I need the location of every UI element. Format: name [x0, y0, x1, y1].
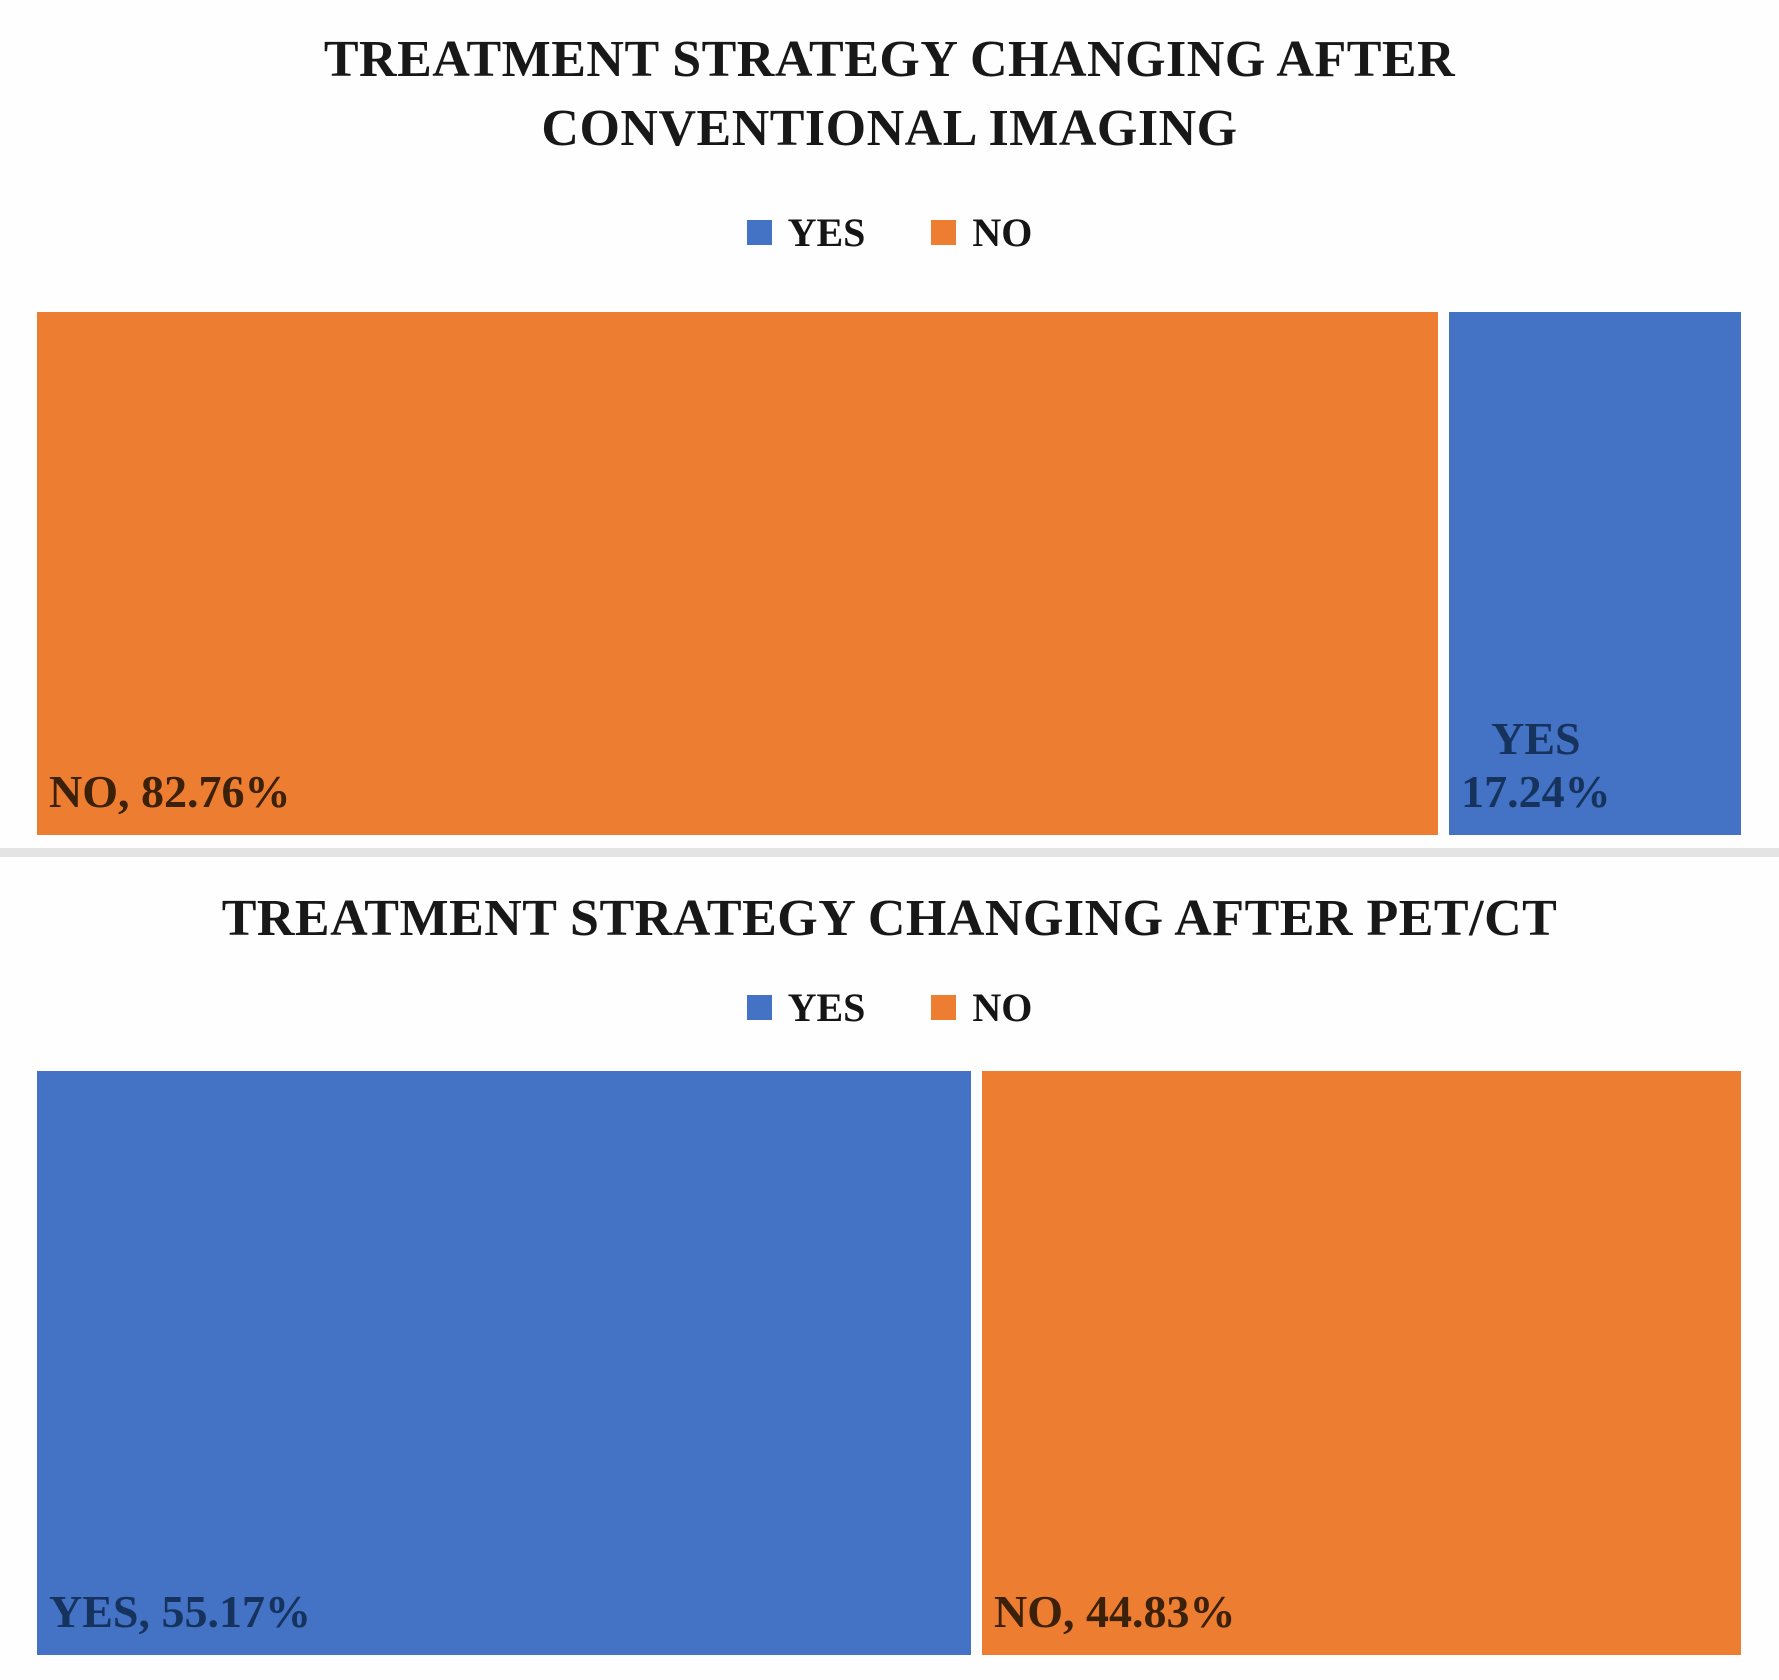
data-label-text: YES, 55.17%: [49, 1585, 311, 1637]
data-label-no: NO, 44.83%: [994, 1586, 1236, 1639]
chart-title: TREATMENT STRATEGY CHANGING AFTER PET/CT: [221, 890, 1558, 948]
yes-swatch-icon: [746, 994, 772, 1020]
legend-item-no: NO: [931, 984, 1032, 1031]
bar-segment-no: NO, 82.76%: [37, 312, 1439, 836]
bar-segment-yes: YES 17.24%: [1449, 312, 1741, 836]
legend: YES NO: [0, 209, 1779, 256]
legend-item-yes: YES: [746, 209, 866, 256]
legend: YES NO: [0, 984, 1779, 1031]
data-label-text: 17.24%: [1461, 766, 1611, 818]
legend-label-yes: YES: [787, 210, 866, 256]
no-swatch-icon: [931, 220, 957, 246]
data-label-text: NO, 82.76%: [49, 766, 291, 818]
legend-item-no: NO: [931, 209, 1032, 256]
data-label-no: NO, 82.76%: [49, 766, 291, 819]
yes-swatch-icon: [746, 220, 772, 246]
data-label-yes: YES 17.24%: [1461, 713, 1611, 819]
bar-segment-yes: YES, 55.17%: [37, 1070, 972, 1655]
legend-label-no: NO: [972, 210, 1033, 256]
chart-divider: [0, 848, 1779, 858]
stacked-bar: NO, 82.76% YES 17.24%: [37, 312, 1741, 836]
chart-petct: TREATMENT STRATEGY CHANGING AFTER PET/CT…: [0, 885, 1779, 1655]
no-swatch-icon: [931, 994, 957, 1020]
legend-item-yes: YES: [746, 984, 866, 1031]
data-label-text: YES: [1491, 713, 1581, 765]
stacked-bar: YES, 55.17% NO, 44.83%: [37, 1070, 1741, 1655]
chart-title: TREATMENT STRATEGY CHANGING AFTER CONVEN…: [323, 31, 1456, 157]
chart-conventional-imaging: TREATMENT STRATEGY CHANGING AFTER CONVEN…: [0, 0, 1779, 836]
data-label-yes: YES, 55.17%: [49, 1586, 311, 1639]
data-label-text: NO, 44.83%: [994, 1585, 1236, 1637]
bar-segment-no: NO, 44.83%: [982, 1070, 1741, 1655]
legend-label-no: NO: [972, 984, 1033, 1030]
legend-label-yes: YES: [787, 984, 866, 1030]
